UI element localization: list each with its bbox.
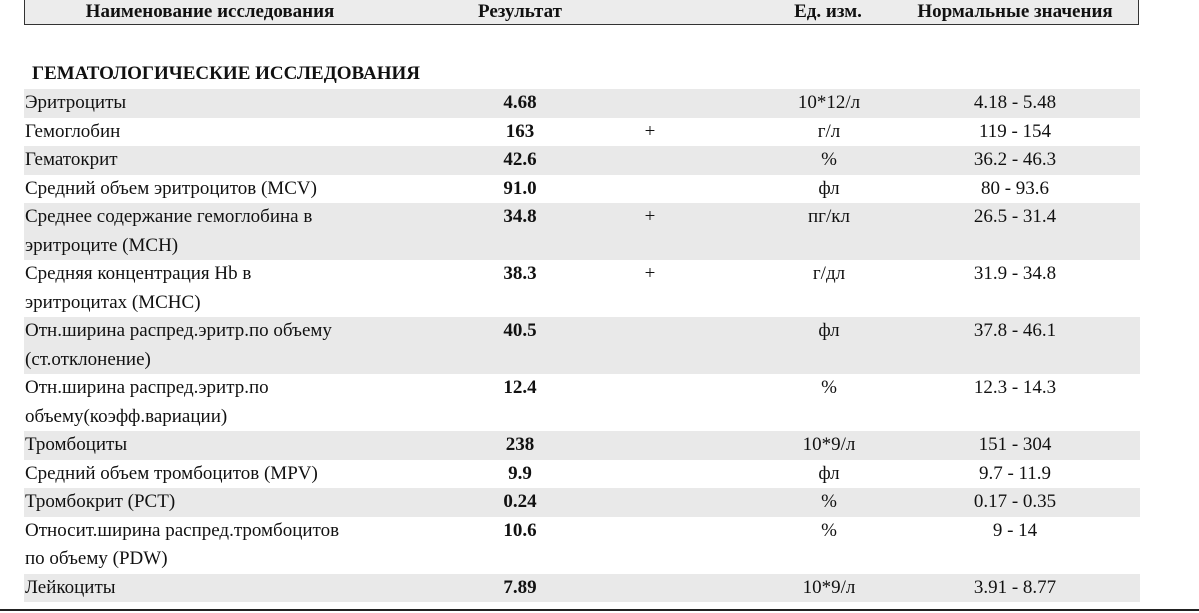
test-name: по объему (PDW) — [25, 548, 168, 569]
test-name: Среднее содержание гемоглобина в — [25, 206, 313, 227]
row-background — [24, 431, 1140, 460]
result: 91.0 — [503, 177, 537, 199]
result: 38.3 — [503, 263, 537, 284]
test-name: Средний объем эритроцитов (MCV) — [25, 177, 317, 199]
normal-range: 12.3 - 14.3 — [973, 377, 1057, 398]
normal-range: 37.8 - 46.1 — [973, 320, 1057, 341]
test-name: (ст.отклонение) — [25, 348, 151, 370]
result: 7.89 — [503, 576, 537, 598]
section-title: ГЕМАТОЛОГИЧЕСКИЕ ИССЛЕДОВАНИЯ — [32, 63, 421, 84]
column-header: Наименование исследования — [85, 1, 335, 22]
unit: фл — [818, 320, 840, 341]
test-name: Эритроциты — [25, 92, 127, 113]
unit: % — [821, 377, 837, 398]
result: 163 — [505, 120, 535, 142]
unit: г/дл — [812, 263, 846, 284]
test-name: эритроците (MCH) — [25, 234, 179, 256]
test-name: Средняя концентрация Hb в — [25, 263, 252, 284]
normal-range: 119 - 154 — [978, 120, 1052, 142]
test-name: Отн.ширина распред.эритр.по объему — [25, 320, 332, 341]
unit: фл — [818, 462, 840, 484]
row-background — [24, 488, 1140, 517]
normal-range: 80 - 93.6 — [980, 177, 1050, 199]
unit: % — [821, 149, 837, 170]
test-name: объему(коэфф.вариации) — [25, 405, 228, 427]
flag: + — [644, 206, 656, 227]
row-background — [24, 317, 1140, 374]
result: 0.24 — [503, 491, 537, 512]
normal-range: 31.9 - 34.8 — [973, 263, 1057, 284]
flag: + — [644, 263, 656, 284]
normal-range: 151 - 304 — [978, 434, 1052, 455]
result: 4.68 — [503, 92, 537, 113]
unit: 10*12/л — [797, 92, 861, 113]
test-name: Относит.ширина распред.тромбоцитов — [25, 519, 340, 541]
row-background — [24, 203, 1140, 260]
normal-range: 3.91 - 8.77 — [973, 576, 1057, 598]
row-background — [24, 89, 1140, 118]
test-name: Тромбоциты — [25, 434, 128, 455]
test-name: Лейкоциты — [25, 576, 116, 598]
result: 238 — [505, 434, 535, 455]
test-name: Тромбокрит (PCT) — [25, 491, 176, 512]
unit: % — [821, 519, 837, 541]
unit: % — [821, 491, 837, 512]
column-header: Нормальные значения — [917, 1, 1113, 22]
column-header: Результат — [478, 1, 562, 22]
row-background — [24, 573, 1140, 602]
normal-range: 0.17 - 0.35 — [973, 491, 1057, 512]
test-name: Гематокрит — [25, 149, 118, 170]
column-header: Ед. изм. — [794, 1, 862, 22]
result: 9.9 — [508, 462, 532, 484]
test-name: эритроцитах (MCHC) — [25, 291, 201, 313]
result: 12.4 — [503, 377, 537, 398]
bottom-rule — [0, 609, 1199, 611]
normal-range: 4.18 - 5.48 — [973, 92, 1057, 113]
test-name: Средний объем тромбоцитов (MPV) — [25, 462, 318, 484]
result: 10.6 — [503, 519, 537, 541]
flag: + — [644, 120, 656, 142]
unit: 10*9/л — [802, 434, 856, 455]
result: 40.5 — [503, 320, 537, 341]
result: 34.8 — [503, 206, 537, 227]
unit: пг/кл — [808, 206, 850, 227]
result: 42.6 — [503, 149, 537, 170]
normal-range: 9 - 14 — [992, 519, 1038, 541]
normal-range: 9.7 - 11.9 — [978, 462, 1052, 484]
normal-range: 26.5 - 31.4 — [973, 206, 1057, 227]
test-name: Отн.ширина распред.эритр.по — [25, 377, 269, 398]
row-background — [24, 146, 1140, 175]
unit: фл — [818, 177, 840, 199]
test-name: Гемоглобин — [25, 120, 121, 142]
header-bar — [24, 0, 1139, 25]
unit: 10*9/л — [802, 576, 856, 598]
unit: г/л — [817, 120, 841, 142]
normal-range: 36.2 - 46.3 — [973, 149, 1057, 170]
